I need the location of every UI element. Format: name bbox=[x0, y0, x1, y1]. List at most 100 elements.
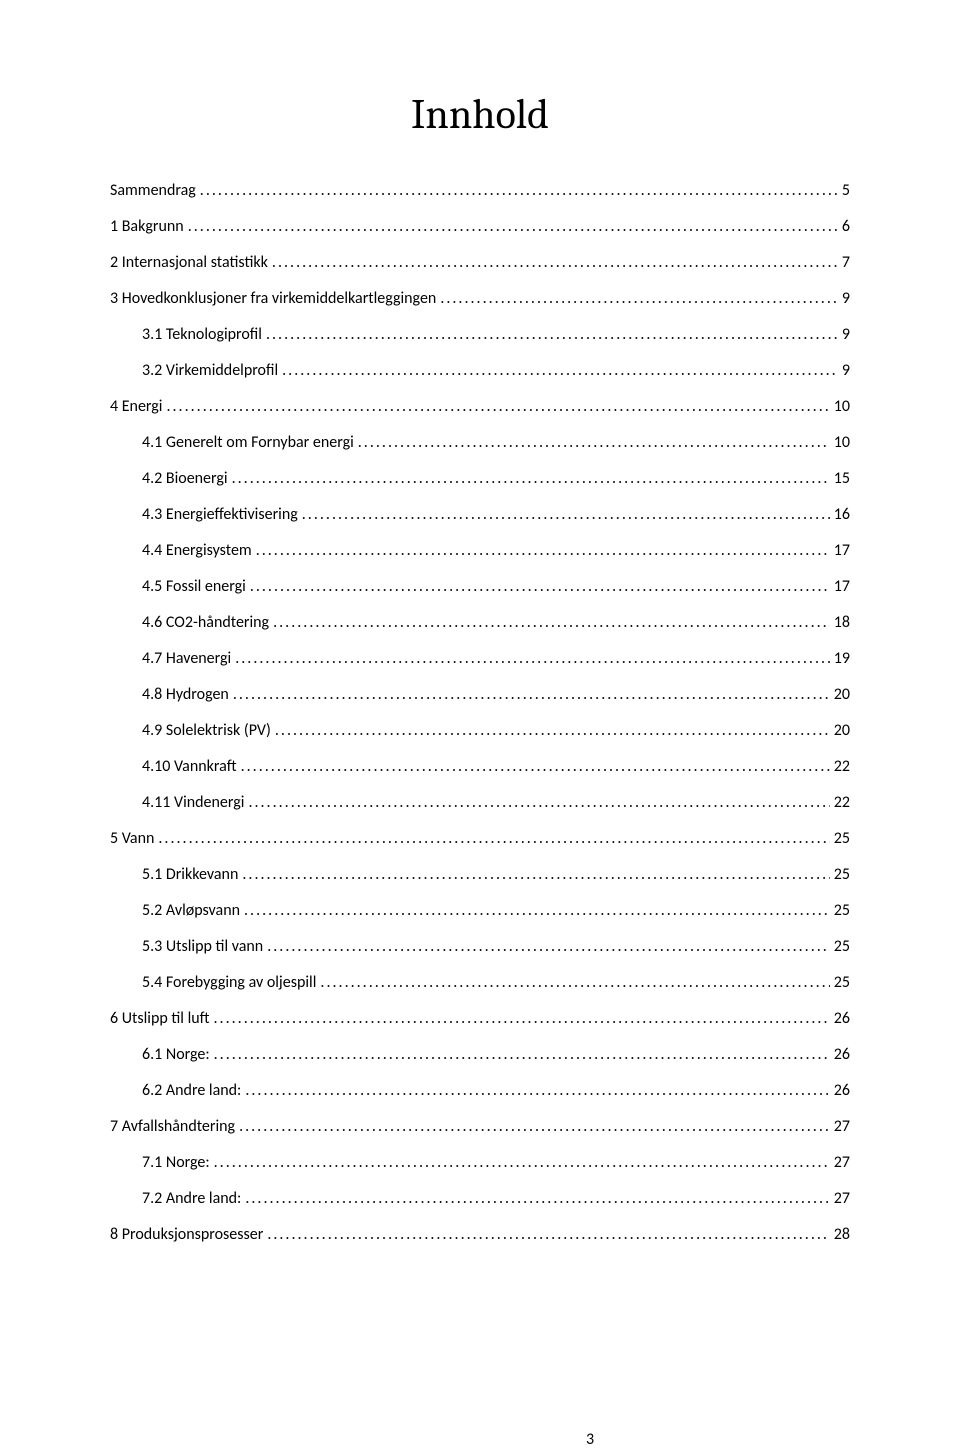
toc-entry-label: 4.5 Fossil energi bbox=[142, 575, 246, 599]
toc-entry-page: 25 bbox=[834, 899, 850, 923]
toc-entry-label: 3.2 Virkemiddelprofil bbox=[142, 359, 278, 383]
toc-leader-dots: ........................................… bbox=[214, 1043, 830, 1067]
toc-entry-label: 5.1 Drikkevann bbox=[142, 863, 238, 887]
toc-entry-label: 1 Bakgrunn bbox=[110, 215, 184, 239]
toc-leader-dots: ........................................… bbox=[245, 1079, 829, 1103]
toc-entry-label: 4.1 Generelt om Fornybar energi bbox=[142, 431, 354, 455]
toc-entry: 6 Utslipp til luft......................… bbox=[110, 1007, 850, 1031]
toc-entry: 7.2 Andre land:.........................… bbox=[110, 1187, 850, 1211]
toc-entry-label: 4 Energi bbox=[110, 395, 162, 419]
toc-entry-label: 2 Internasjonal statistikk bbox=[110, 251, 268, 275]
toc-entry-page: 9 bbox=[842, 359, 850, 383]
toc-entry-page: 20 bbox=[834, 719, 850, 743]
toc-leader-dots: ........................................… bbox=[235, 647, 830, 671]
toc-leader-dots: ........................................… bbox=[158, 827, 829, 851]
toc-leader-dots: ........................................… bbox=[242, 863, 829, 887]
toc-entry: 7.1 Norge:..............................… bbox=[110, 1151, 850, 1175]
toc-entry-page: 17 bbox=[834, 539, 850, 563]
toc-entry-page: 17 bbox=[834, 575, 850, 599]
toc-entry-page: 25 bbox=[834, 863, 850, 887]
toc-entry: 1 Bakgrunn..............................… bbox=[110, 215, 850, 239]
toc-leader-dots: ........................................… bbox=[273, 611, 830, 635]
toc-entry-label: 5.2 Avløpsvann bbox=[142, 899, 240, 923]
toc-entry: 8 Produksjonsprosesser..................… bbox=[110, 1223, 850, 1247]
toc-entry-page: 27 bbox=[834, 1151, 850, 1175]
toc-entry: 5.4 Forebygging av oljespill............… bbox=[110, 971, 850, 995]
toc-leader-dots: ........................................… bbox=[200, 179, 838, 203]
toc-entry: 4.10 Vannkraft..........................… bbox=[110, 755, 850, 779]
toc-entry-label: 5.4 Forebygging av oljespill bbox=[142, 971, 316, 995]
toc-entry-label: 3.1 Teknologiprofil bbox=[142, 323, 262, 347]
toc-entry-label: 4.7 Havenergi bbox=[142, 647, 231, 671]
toc-entry-page: 10 bbox=[834, 395, 850, 419]
toc-entry: 6.2 Andre land:.........................… bbox=[110, 1079, 850, 1103]
toc-entry-label: 7.2 Andre land: bbox=[142, 1187, 241, 1211]
toc-leader-dots: ........................................… bbox=[267, 935, 830, 959]
toc-entry: 5.1 Drikkevann..........................… bbox=[110, 863, 850, 887]
toc-leader-dots: ........................................… bbox=[440, 287, 838, 311]
toc-leader-dots: ........................................… bbox=[320, 971, 829, 995]
toc-entry: 4.3 Energieffektivisering...............… bbox=[110, 503, 850, 527]
toc-entry: 3.2 Virkemiddelprofil...................… bbox=[110, 359, 850, 383]
toc-entry: 4.7 Havenergi...........................… bbox=[110, 647, 850, 671]
toc-entry: 4 Energi................................… bbox=[110, 395, 850, 419]
toc-entry: 5 Vann..................................… bbox=[110, 827, 850, 851]
toc-entry-page: 15 bbox=[834, 467, 850, 491]
toc-entry-label: Sammendrag bbox=[110, 179, 196, 203]
toc-entry: 3 Hovedkonklusjoner fra virkemiddelkartl… bbox=[110, 287, 850, 311]
toc-entry-label: 4.2 Bioenergi bbox=[142, 467, 228, 491]
toc-leader-dots: ........................................… bbox=[214, 1007, 830, 1031]
toc-leader-dots: ........................................… bbox=[272, 251, 838, 275]
toc-entry-label: 7.1 Norge: bbox=[142, 1151, 210, 1175]
toc-entry: 4.11 Vindenergi.........................… bbox=[110, 791, 850, 815]
toc-entry-page: 5 bbox=[842, 179, 850, 203]
toc-entry-label: 7 Avfallshåndtering bbox=[110, 1115, 235, 1139]
toc-entry: 4.4 Energisystem........................… bbox=[110, 539, 850, 563]
toc-entry: 4.6 CO2-håndtering......................… bbox=[110, 611, 850, 635]
toc-leader-dots: ........................................… bbox=[256, 539, 830, 563]
toc-entry-page: 18 bbox=[834, 611, 850, 635]
toc-entry-label: 4.3 Energieffektivisering bbox=[142, 503, 298, 527]
toc-entry-label: 3 Hovedkonklusjoner fra virkemiddelkartl… bbox=[110, 287, 436, 311]
toc-entry: 4.8 Hydrogen............................… bbox=[110, 683, 850, 707]
page-title: Innhold bbox=[110, 90, 850, 139]
toc-entry: 5.2 Avløpsvann..........................… bbox=[110, 899, 850, 923]
toc-entry-page: 9 bbox=[842, 287, 850, 311]
toc-entry-page: 25 bbox=[834, 935, 850, 959]
toc-leader-dots: ........................................… bbox=[233, 683, 830, 707]
toc-leader-dots: ........................................… bbox=[244, 899, 830, 923]
toc-entry-page: 16 bbox=[834, 503, 850, 527]
toc-entry-label: 5 Vann bbox=[110, 827, 154, 851]
toc-leader-dots: ........................................… bbox=[239, 1115, 830, 1139]
toc-entry-page: 25 bbox=[834, 971, 850, 995]
toc-leader-dots: ........................................… bbox=[248, 791, 829, 815]
toc-entry-page: 20 bbox=[834, 683, 850, 707]
toc-entry-label: 4.10 Vannkraft bbox=[142, 755, 237, 779]
toc-entry-page: 26 bbox=[834, 1007, 850, 1031]
toc-entry-page: 9 bbox=[842, 323, 850, 347]
toc-leader-dots: ........................................… bbox=[302, 503, 830, 527]
toc-entry: 4.1 Generelt om Fornybar energi.........… bbox=[110, 431, 850, 455]
toc-leader-dots: ........................................… bbox=[166, 395, 829, 419]
toc-entry-page: 25 bbox=[834, 827, 850, 851]
toc-entry-label: 4.9 Solelektrisk (PV) bbox=[142, 719, 271, 743]
toc-entry-label: 4.8 Hydrogen bbox=[142, 683, 229, 707]
toc-leader-dots: ........................................… bbox=[214, 1151, 830, 1175]
toc-leader-dots: ........................................… bbox=[267, 1223, 829, 1247]
toc-entry-page: 27 bbox=[834, 1115, 850, 1139]
toc-entry: 4.2 Bioenergi...........................… bbox=[110, 467, 850, 491]
toc-entry-page: 10 bbox=[834, 431, 850, 455]
toc-entry-page: 27 bbox=[834, 1187, 850, 1211]
toc-entry-label: 5.3 Utslipp til vann bbox=[142, 935, 263, 959]
toc-entry: 3.1 Teknologiprofil.....................… bbox=[110, 323, 850, 347]
toc-entry-page: 26 bbox=[834, 1043, 850, 1067]
toc-leader-dots: ........................................… bbox=[245, 1187, 829, 1211]
toc-entry-page: 28 bbox=[834, 1223, 850, 1247]
table-of-contents: Sammendrag..............................… bbox=[110, 179, 850, 1247]
toc-entry-page: 19 bbox=[834, 647, 850, 671]
toc-entry: 4.5 Fossil energi.......................… bbox=[110, 575, 850, 599]
toc-entry-page: 26 bbox=[834, 1079, 850, 1103]
page-number: 3 bbox=[110, 1430, 960, 1449]
toc-entry: Sammendrag..............................… bbox=[110, 179, 850, 203]
toc-entry-page: 22 bbox=[834, 791, 850, 815]
